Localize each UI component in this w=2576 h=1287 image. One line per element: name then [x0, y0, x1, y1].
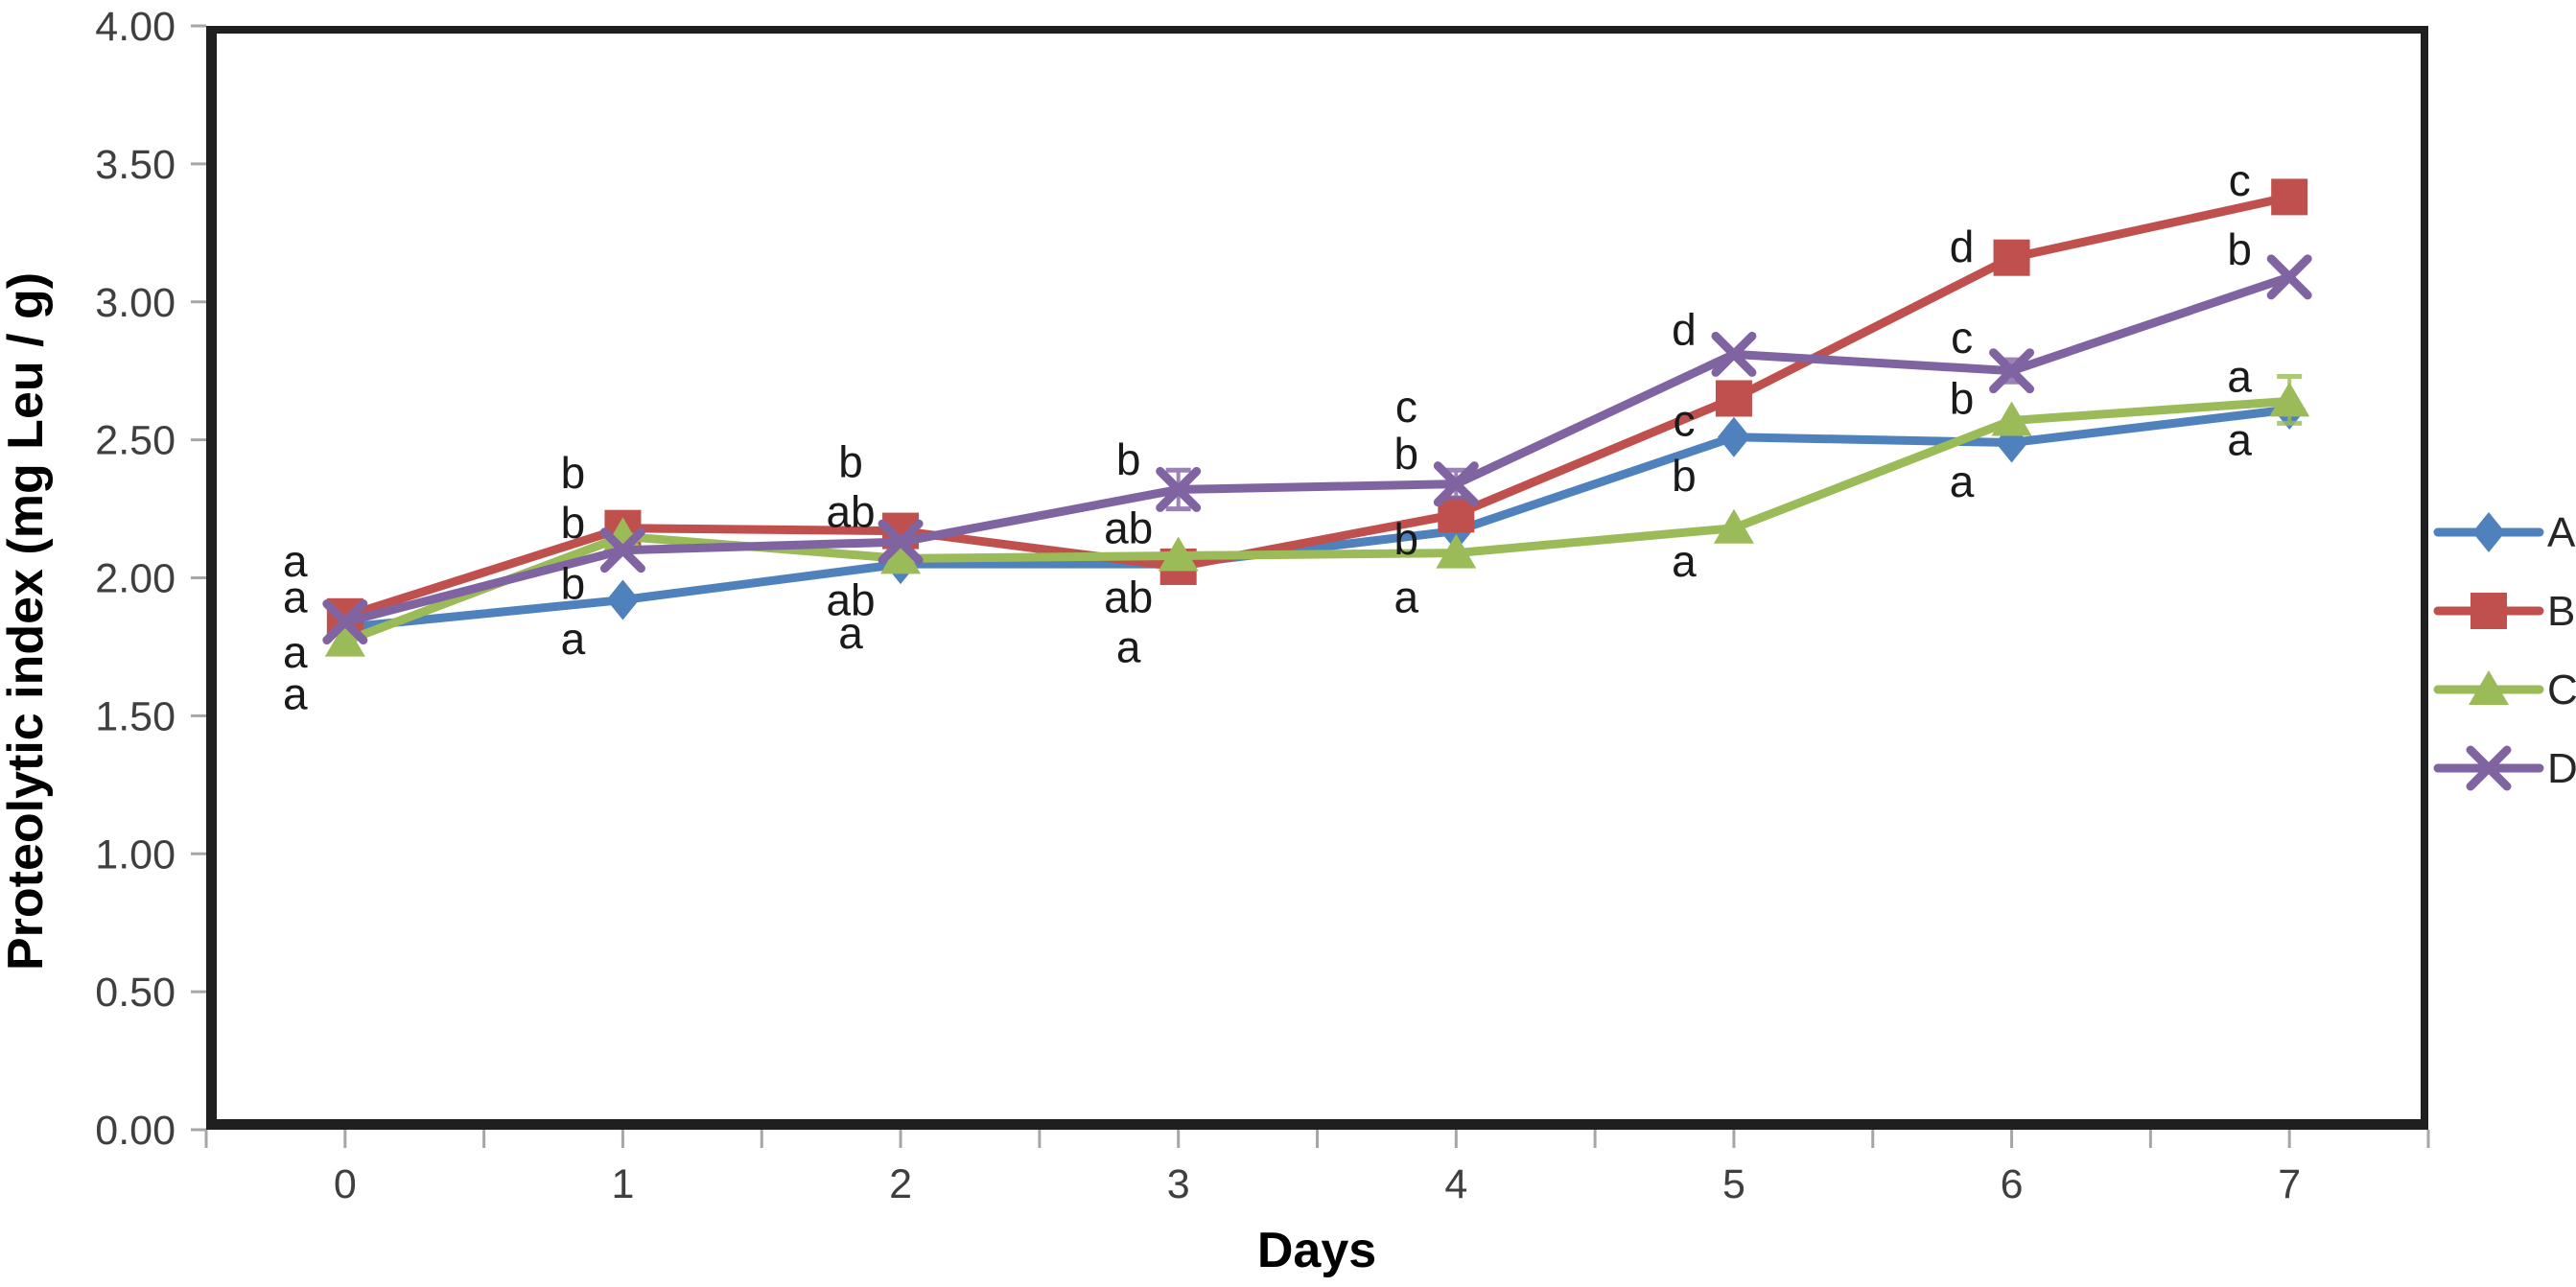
marker-diamond-legend-A	[2472, 512, 2505, 552]
marker-x-D-day0	[322, 599, 368, 645]
sig-letter: b	[1950, 373, 1975, 423]
x-tick-label: 1	[611, 1161, 634, 1207]
sig-letter: b	[1672, 451, 1697, 501]
sig-letter: b	[2227, 224, 2252, 274]
marker-square-B-day7	[2271, 178, 2308, 216]
marker-diamond-A-day5	[1717, 416, 1750, 457]
series-C	[324, 373, 2310, 657]
sig-letter: c	[1673, 395, 1695, 445]
x-tick-label: 2	[889, 1161, 912, 1207]
marker-triangle-legend-C	[2469, 670, 2509, 705]
sig-letter: ab	[1104, 573, 1153, 622]
sig-letter: ab	[1104, 503, 1153, 553]
sig-letter: b	[1394, 429, 1419, 479]
marker-square-B-day5	[1715, 380, 1752, 417]
x-tick-label: 4	[1444, 1161, 1467, 1207]
legend-label-A: A	[2547, 509, 2576, 556]
sig-letter: b	[561, 498, 586, 548]
sig-letter: c	[1951, 313, 1973, 363]
legend-label-D: D	[2547, 745, 2576, 792]
y-tick-label: 2.00	[95, 556, 176, 602]
sig-letter: a	[283, 668, 308, 718]
marker-triangle-C-day6	[1991, 401, 2032, 436]
y-axis-ticks: 0.00 0.50 1.00 1.50 2.00 2.50 3.00 3.50 4.00	[95, 4, 206, 1154]
sig-letter: a	[1672, 536, 1697, 586]
x-tick-label: 7	[2278, 1161, 2301, 1207]
sig-letter: b	[838, 437, 863, 487]
marker-x-D-day7	[2266, 254, 2312, 300]
marker-square-B-day6	[1993, 239, 2030, 276]
sig-letter: a	[283, 573, 308, 622]
y-tick-label: 0.00	[95, 1108, 176, 1154]
series-line-B	[340, 192, 2294, 621]
sig-letter: b	[1116, 434, 1141, 484]
y-axis-title: Proteolytic index (mg Leu / g)	[0, 272, 54, 971]
data-series	[322, 178, 2312, 657]
sig-letter: b	[561, 448, 586, 498]
sig-letter: a	[1116, 621, 1141, 671]
sig-letter: a	[1394, 573, 1419, 622]
marker-x-D-day6	[1989, 348, 2035, 394]
x-axis-ticks: 0 1 2 3 4 5 6 7	[204, 1130, 2430, 1207]
sig-letter: a	[283, 627, 308, 677]
x-tick-label: 6	[2001, 1161, 2024, 1207]
x-tick-label: 5	[1722, 1161, 1745, 1207]
marker-diamond-A-day1	[606, 579, 640, 620]
sig-letter: b	[561, 558, 586, 608]
sig-letter: b	[1394, 514, 1419, 564]
marker-x-D-day4	[1433, 461, 1479, 507]
y-tick-label: 1.00	[95, 831, 176, 878]
y-tick-label: 0.50	[95, 970, 176, 1016]
marker-triangle-C-day4	[1436, 533, 1477, 569]
sig-letter: ab	[826, 486, 875, 536]
x-tick-label: 3	[1167, 1161, 1190, 1207]
y-tick-label: 2.50	[95, 418, 176, 464]
marker-x-D-day5	[1711, 331, 1757, 377]
marker-square-legend-B	[2471, 593, 2507, 629]
x-axis-title: Days	[1257, 1223, 1376, 1278]
y-tick-label: 3.50	[95, 142, 176, 188]
legend-item-B: B	[2433, 588, 2575, 635]
sig-letter: ab	[826, 575, 875, 625]
sig-letter: c	[1395, 382, 1417, 432]
marker-x-legend-D	[2466, 745, 2512, 791]
sig-letter: a	[2227, 415, 2252, 465]
sig-letter: a	[2227, 351, 2252, 401]
sig-letter: a	[1950, 456, 1975, 506]
series-line-D	[340, 272, 2294, 627]
legend-label-C: C	[2547, 667, 2576, 714]
marker-triangle-C-day7	[2269, 382, 2310, 417]
sig-letter: a	[283, 536, 308, 586]
marker-x-D-day1	[599, 527, 645, 573]
marker-x-D-day3	[1156, 466, 1202, 512]
marker-triangle-C-day3	[1158, 536, 1199, 572]
x-tick-label: 0	[334, 1161, 357, 1207]
y-tick-label: 4.00	[95, 4, 176, 50]
y-tick-label: 3.00	[95, 280, 176, 326]
sig-letter: d	[1950, 222, 1975, 271]
legend-item-D: D	[2433, 745, 2576, 792]
legend-label-B: B	[2547, 588, 2575, 635]
sig-letter: a	[838, 608, 863, 658]
sig-letter: d	[1672, 305, 1697, 355]
legend-item-C: C	[2433, 667, 2576, 714]
marker-triangle-C-day0	[324, 621, 365, 657]
plot-border	[206, 26, 2428, 1130]
y-tick-label: 1.50	[95, 693, 176, 739]
marker-triangle-C-day5	[1713, 508, 1754, 544]
sig-letter: a	[561, 614, 586, 664]
marker-triangle-C-day2	[880, 539, 922, 574]
series-line-C	[340, 396, 2294, 646]
series-D	[322, 254, 2312, 645]
marker-x-D-day2	[878, 519, 924, 565]
sig-letter: c	[2229, 155, 2251, 205]
legend-item-A: A	[2433, 509, 2576, 556]
